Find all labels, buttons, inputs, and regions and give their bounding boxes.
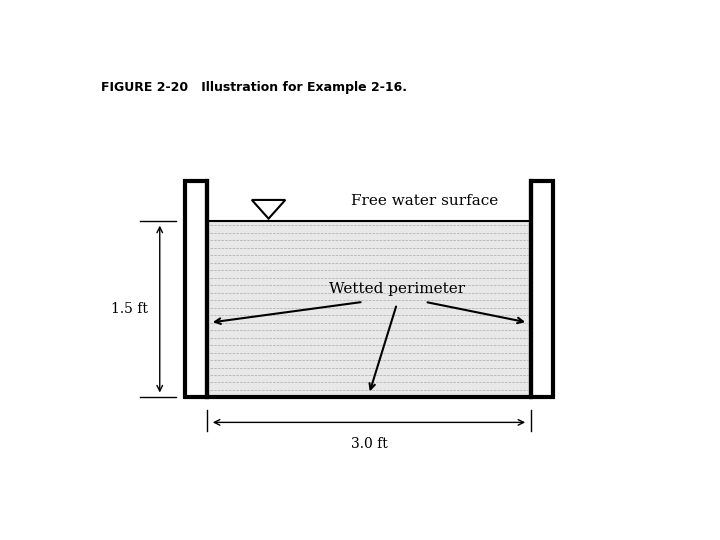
Text: All Rights Reserved: All Rights Reserved [396,526,484,535]
Text: Basic Environmental Technology, Sixth Edition: Basic Environmental Technology, Sixth Ed… [137,505,350,515]
Text: Free water surface: Free water surface [351,194,498,208]
Text: PEARSON: PEARSON [573,506,698,528]
Text: Wetted perimeter: Wetted perimeter [329,281,465,295]
Text: 1.5 ft: 1.5 ft [111,302,148,316]
Bar [531,181,553,397]
Text: ALWAYS LEARNING: ALWAYS LEARNING [7,512,125,522]
Text: Copyright © 2015 by Pearson Education, Inc.: Copyright © 2015 by Pearson Education, I… [396,505,600,515]
Polygon shape [252,200,285,219]
Text: FIGURE 2-20   Illustration for Example 2-16.: FIGURE 2-20 Illustration for Example 2-1… [101,82,408,94]
Bar [207,221,531,397]
Text: 3.0 ft: 3.0 ft [351,437,387,451]
Bar [185,181,207,397]
Text: Jerry A. Nathanson | Richard A. Schneider: Jerry A. Nathanson | Richard A. Schneide… [137,526,330,536]
